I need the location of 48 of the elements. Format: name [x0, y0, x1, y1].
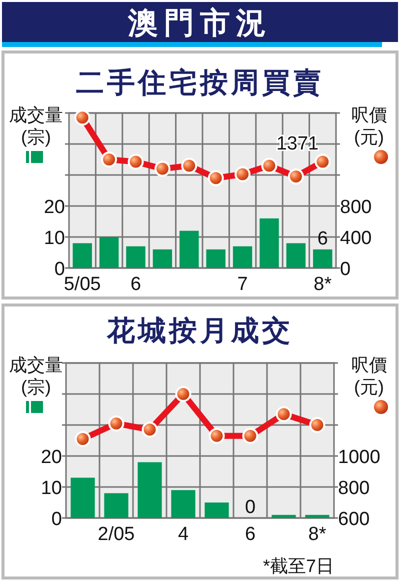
data-label: 1371: [276, 134, 319, 155]
bar: [204, 502, 229, 518]
bar: [152, 249, 172, 268]
chart-title: 二手住宅按周買賣: [76, 67, 324, 98]
x-tick-label: 8*: [308, 524, 327, 545]
y2-tick-label: 800: [340, 197, 372, 218]
x-tick-label: 2/05: [98, 524, 135, 545]
bar: [171, 490, 196, 518]
bar: [70, 478, 95, 518]
bar: [286, 243, 306, 268]
x-tick-label: 8*: [314, 274, 332, 295]
data-label: 6: [317, 228, 328, 250]
x-tick-label: 6: [130, 274, 142, 295]
x-tick-label: 4: [178, 524, 189, 545]
x-tick-label: 5/05: [64, 274, 101, 295]
y2-axis-title: 呎價 (元): [351, 355, 387, 397]
bar: [305, 514, 330, 518]
y2-tick-label: 1000: [338, 447, 380, 468]
y-tick-label: 0: [51, 509, 62, 530]
text: 澳門市況: [127, 6, 272, 40]
y2-axis-title: 呎價 (元): [351, 105, 387, 147]
text: *截至7日: [262, 556, 334, 576]
x-tick-label: 7: [237, 274, 248, 295]
y-tick-label: 20: [44, 197, 65, 218]
bar: [272, 514, 296, 518]
y2-tick-label: 600: [338, 509, 370, 530]
data-label: 0: [244, 497, 256, 518]
y2-tick-label: 800: [338, 478, 370, 499]
y-axis-title: 成交量 (宗): [9, 105, 63, 147]
y-tick-label: 10: [44, 228, 65, 249]
bar: [138, 462, 162, 518]
bar: [260, 218, 279, 268]
x-tick-label: 6: [244, 524, 256, 545]
y2-tick-label: 400: [340, 228, 372, 249]
bar: [232, 246, 252, 268]
y-tick-label: 0: [54, 259, 65, 280]
y-tick-label: 10: [40, 478, 62, 499]
chart-title: 花城按月成交: [106, 315, 293, 346]
y-axis-title: 成交量 (宗): [9, 355, 63, 397]
y2-tick-label: 0: [340, 259, 351, 280]
bar: [99, 237, 119, 268]
bar: [126, 246, 146, 268]
bar: [180, 230, 199, 268]
y-tick-label: 20: [40, 447, 62, 468]
bar: [206, 249, 226, 268]
bar: [72, 243, 92, 268]
bar: [104, 493, 128, 518]
bar: [313, 249, 332, 268]
